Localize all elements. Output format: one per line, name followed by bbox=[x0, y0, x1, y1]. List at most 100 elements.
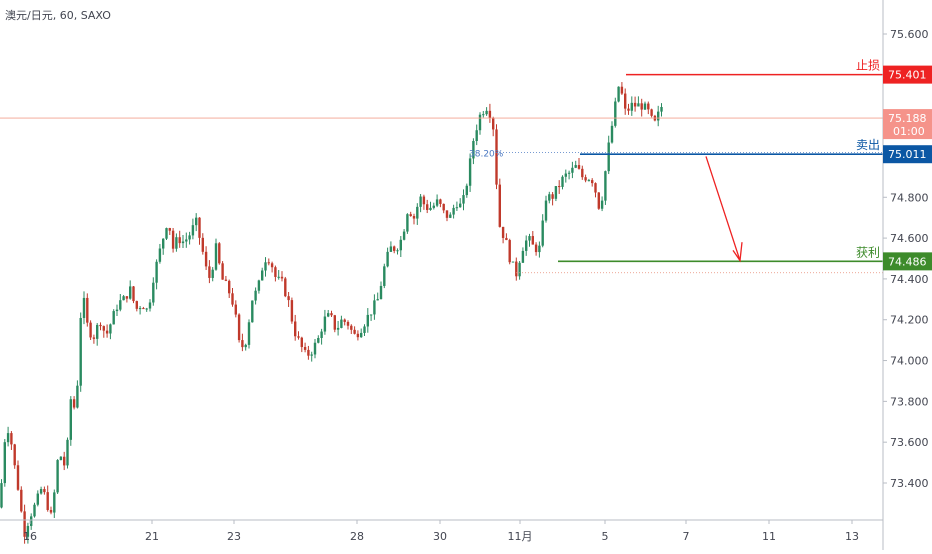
candle-body bbox=[531, 236, 534, 245]
candle-body bbox=[132, 286, 135, 302]
candle-body bbox=[171, 230, 175, 249]
candle-body bbox=[389, 246, 393, 252]
candle-body bbox=[313, 342, 317, 355]
candle-body bbox=[399, 239, 402, 251]
candle-body bbox=[284, 278, 287, 297]
candle-body bbox=[416, 206, 419, 219]
candle-body bbox=[33, 504, 36, 517]
candle-body bbox=[637, 103, 640, 107]
candle-body bbox=[261, 270, 264, 281]
candle-body bbox=[501, 226, 505, 238]
candle-body bbox=[465, 185, 468, 196]
candle-body bbox=[561, 176, 564, 187]
candle-body bbox=[218, 243, 221, 264]
x-tick-label-1: 21 bbox=[145, 530, 159, 543]
candle-body bbox=[604, 171, 607, 201]
candle-body bbox=[251, 300, 254, 323]
candle-body bbox=[521, 250, 525, 263]
candle-body bbox=[99, 324, 102, 327]
candle-body bbox=[340, 319, 343, 328]
candle-body bbox=[429, 207, 432, 210]
candle-body bbox=[16, 465, 20, 490]
candle-body bbox=[650, 109, 653, 116]
candle-body bbox=[505, 237, 508, 241]
candle-body bbox=[419, 196, 422, 207]
candle-body bbox=[409, 214, 412, 217]
candle-body bbox=[336, 327, 340, 330]
candle-body bbox=[280, 276, 284, 279]
candle-body bbox=[39, 489, 43, 494]
candle-body bbox=[63, 456, 66, 466]
candle-body bbox=[396, 250, 399, 252]
y-tick-label-2: 73.800 bbox=[890, 395, 929, 408]
candle-body bbox=[350, 325, 353, 330]
candle-body bbox=[145, 308, 148, 310]
candle-body bbox=[363, 326, 366, 333]
candle-body bbox=[442, 203, 445, 211]
candle-body bbox=[89, 322, 92, 338]
candle-body bbox=[412, 216, 416, 219]
candle-body bbox=[138, 308, 142, 310]
candle-body bbox=[614, 101, 617, 126]
candle-body bbox=[508, 240, 511, 263]
candle-body bbox=[294, 321, 297, 337]
candle-body bbox=[551, 194, 554, 199]
candle-body bbox=[234, 304, 237, 315]
candle-body bbox=[181, 241, 185, 244]
candle-body bbox=[201, 237, 204, 252]
target-arrow bbox=[705, 156, 741, 261]
candle-body bbox=[449, 214, 452, 218]
candle-body bbox=[43, 489, 46, 493]
x-tick-label-2: 23 bbox=[227, 530, 241, 543]
candle-body bbox=[439, 199, 442, 204]
candle-body bbox=[620, 86, 624, 94]
candle-body bbox=[554, 186, 558, 199]
level-badge-2 bbox=[883, 252, 932, 271]
candle-body bbox=[69, 399, 72, 440]
x-tick-label-4: 30 bbox=[433, 530, 447, 543]
candle-body bbox=[162, 238, 165, 249]
candle-body bbox=[647, 103, 650, 110]
level-badge-0 bbox=[883, 65, 932, 84]
countdown-value: 01:00 bbox=[893, 125, 925, 138]
price-axis: 73.400 73.600 73.800 74.000 74.200 74.400 74.6… bbox=[882, 0, 932, 550]
candle-body bbox=[485, 110, 488, 115]
candle-body bbox=[267, 262, 270, 264]
candle-body bbox=[482, 114, 485, 116]
candle-body bbox=[558, 186, 561, 188]
candle-body bbox=[191, 225, 195, 236]
candle-body bbox=[231, 293, 234, 305]
candle-body bbox=[0, 483, 3, 508]
y-tick-label-5: 74.400 bbox=[890, 273, 929, 286]
candle-body bbox=[541, 220, 544, 246]
candle-body bbox=[59, 456, 63, 461]
candle-body bbox=[168, 228, 171, 231]
candle-body bbox=[92, 337, 96, 339]
candle-body bbox=[333, 315, 336, 330]
candle-body bbox=[66, 439, 69, 466]
candle-body bbox=[376, 299, 379, 301]
y-tick-label-11: 75.600 bbox=[890, 28, 929, 41]
candle-body bbox=[366, 314, 369, 327]
candle-body bbox=[23, 511, 26, 537]
candle-body bbox=[112, 311, 115, 325]
candle-body bbox=[119, 300, 122, 310]
candle-body bbox=[435, 199, 439, 206]
candle-body bbox=[79, 317, 82, 386]
candle-body bbox=[633, 102, 637, 107]
candle-body bbox=[237, 314, 241, 341]
candle-body bbox=[472, 141, 475, 159]
candle-body bbox=[492, 118, 495, 130]
candle-body bbox=[478, 114, 482, 131]
candle-body bbox=[30, 516, 33, 526]
candle-body bbox=[660, 106, 663, 112]
x-tick-label-0: 16 bbox=[23, 530, 37, 543]
candle-body bbox=[125, 296, 129, 299]
candle-body bbox=[320, 331, 323, 338]
candle-body bbox=[538, 245, 541, 253]
candle-body bbox=[525, 240, 528, 251]
candle-body bbox=[498, 184, 501, 227]
x-tick-label-7: 7 bbox=[683, 530, 690, 543]
y-tick-label-7: 74.800 bbox=[890, 191, 929, 204]
x-tick-label-3: 28 bbox=[350, 530, 364, 543]
